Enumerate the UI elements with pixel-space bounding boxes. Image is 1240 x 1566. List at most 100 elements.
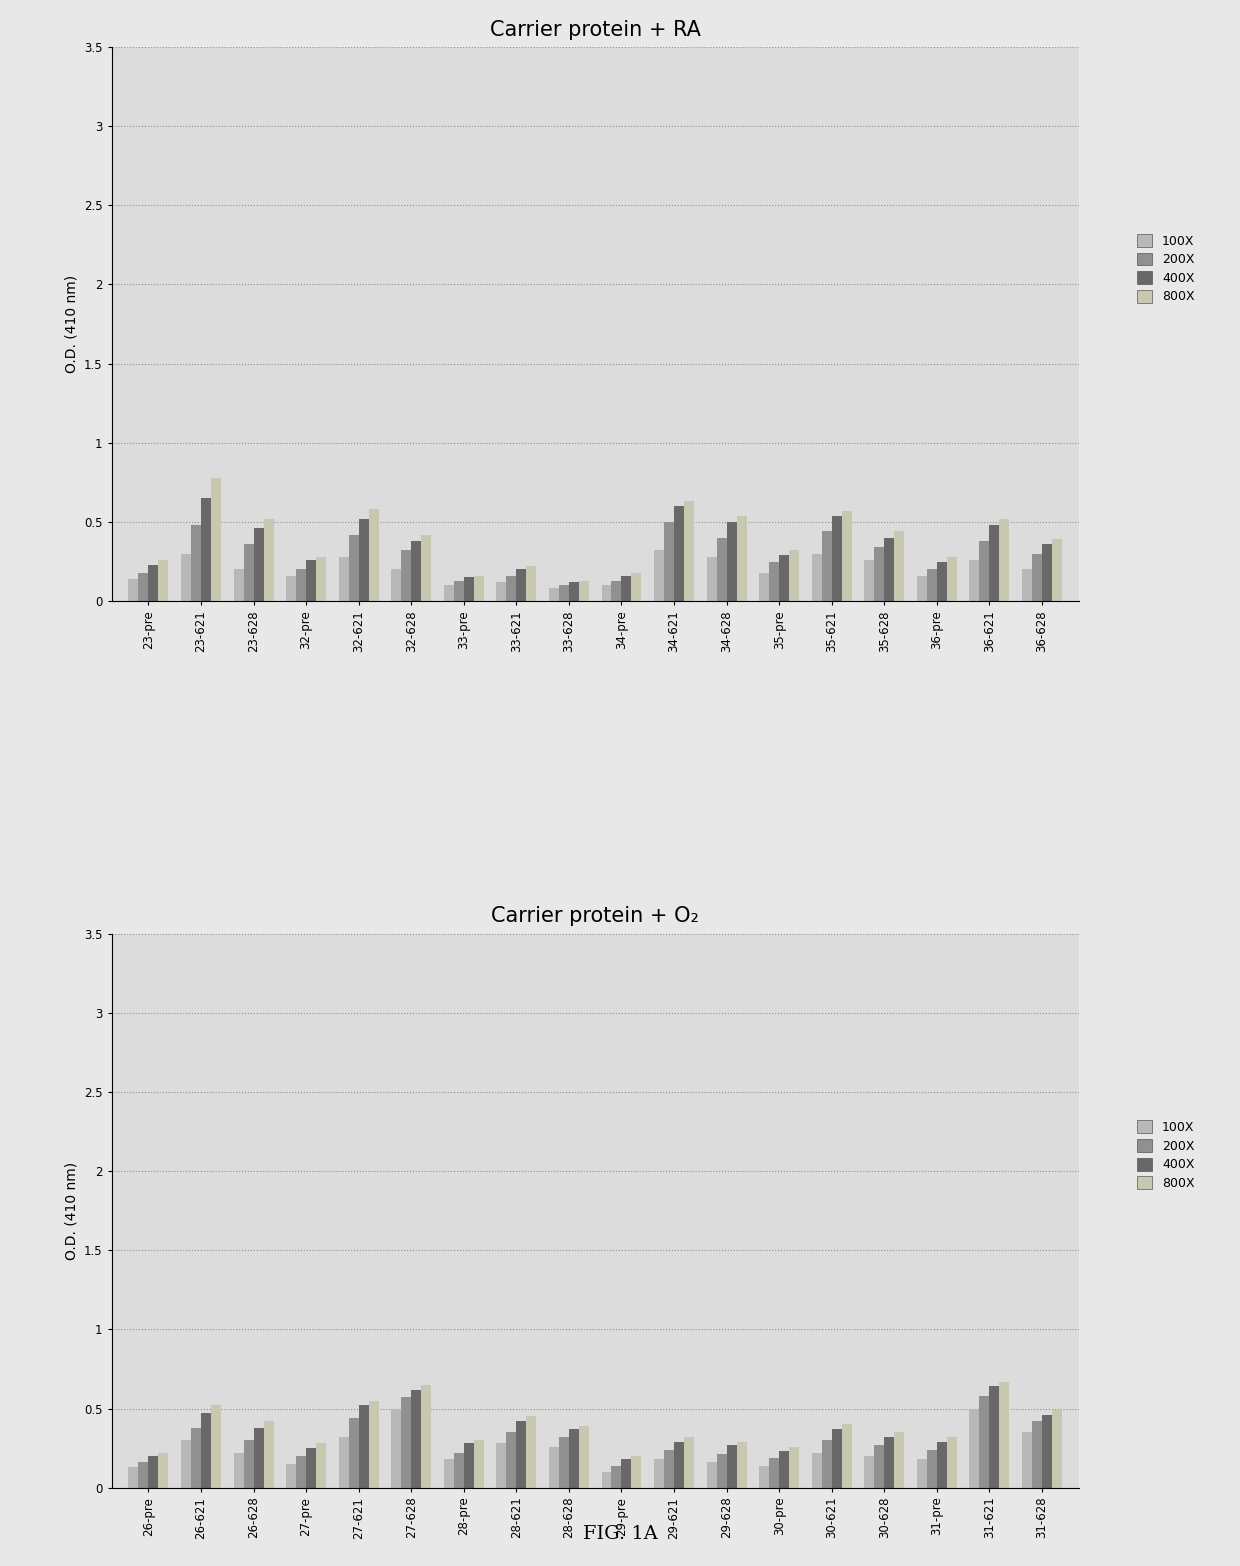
Bar (990, 1386, 999, 1488)
Bar (684, 1438, 694, 1488)
Bar (412, 1389, 422, 1488)
Bar (402, 550, 412, 601)
Bar (832, 1430, 842, 1488)
Bar (211, 1405, 221, 1488)
Bar (980, 540, 990, 601)
Bar (737, 1442, 746, 1488)
Bar (769, 562, 779, 601)
Bar (454, 581, 464, 601)
Bar (348, 1419, 358, 1488)
Bar (549, 1447, 559, 1488)
Bar (464, 1444, 474, 1488)
Bar (707, 557, 717, 601)
Bar (286, 576, 296, 601)
Y-axis label: O.D. (410 nm): O.D. (410 nm) (64, 276, 78, 373)
Bar (316, 1444, 326, 1488)
Bar (358, 518, 368, 601)
Bar (559, 586, 569, 601)
Bar (665, 1450, 675, 1488)
Bar (149, 1456, 159, 1488)
Bar (789, 1447, 799, 1488)
Bar (759, 573, 769, 601)
Bar (444, 586, 454, 601)
Bar (1042, 1414, 1052, 1488)
Bar (139, 1463, 149, 1488)
Bar (631, 1456, 641, 1488)
Bar (1022, 570, 1032, 601)
Bar (990, 525, 999, 601)
Title: Carrier protein + RA: Carrier protein + RA (490, 20, 701, 39)
Bar (874, 1445, 884, 1488)
Bar (139, 573, 149, 601)
Bar (937, 562, 947, 601)
Bar (894, 1433, 904, 1488)
Bar (506, 576, 516, 601)
Bar (769, 1458, 779, 1488)
Bar (812, 554, 822, 601)
Bar (526, 1417, 537, 1488)
Bar (864, 1456, 874, 1488)
Bar (339, 557, 348, 601)
Bar (601, 586, 611, 601)
Bar (181, 554, 191, 601)
Bar (727, 1445, 737, 1488)
Bar (181, 1441, 191, 1488)
Bar (822, 1441, 832, 1488)
Bar (159, 1453, 169, 1488)
Bar (474, 576, 484, 601)
Bar (496, 583, 506, 601)
Bar (707, 1463, 717, 1488)
Bar (684, 501, 694, 601)
Bar (947, 1438, 957, 1488)
Bar (243, 543, 253, 601)
Bar (970, 1408, 980, 1488)
Bar (296, 570, 306, 601)
Bar (412, 540, 422, 601)
Bar (999, 1381, 1009, 1488)
Bar (675, 506, 684, 601)
Bar (243, 1441, 253, 1488)
Bar (358, 1405, 368, 1488)
Bar (422, 1384, 432, 1488)
Bar (1052, 539, 1061, 601)
Bar (579, 1427, 589, 1488)
Bar (894, 531, 904, 601)
Bar (884, 1438, 894, 1488)
Bar (368, 509, 378, 601)
Bar (474, 1441, 484, 1488)
Bar (253, 528, 264, 601)
Bar (884, 537, 894, 601)
Bar (422, 534, 432, 601)
Bar (916, 1460, 926, 1488)
Bar (579, 581, 589, 601)
Bar (233, 570, 243, 601)
Bar (675, 1442, 684, 1488)
Bar (874, 547, 884, 601)
Bar (779, 1452, 789, 1488)
Bar (201, 1413, 211, 1488)
Bar (516, 570, 526, 601)
Bar (621, 1460, 631, 1488)
Bar (526, 567, 537, 601)
Bar (201, 498, 211, 601)
Bar (1032, 1422, 1042, 1488)
Bar (717, 537, 727, 601)
Bar (601, 1472, 611, 1488)
Bar (779, 556, 789, 601)
Bar (368, 1400, 378, 1488)
Bar (916, 576, 926, 601)
Bar (737, 515, 746, 601)
Bar (253, 1428, 264, 1488)
Bar (832, 515, 842, 601)
Text: FIG. 1A: FIG. 1A (583, 1525, 657, 1543)
Bar (980, 1395, 990, 1488)
Bar (444, 1460, 454, 1488)
Bar (159, 561, 169, 601)
Bar (306, 1449, 316, 1488)
Bar (842, 1425, 852, 1488)
Bar (947, 557, 957, 601)
Bar (864, 561, 874, 601)
Bar (822, 531, 832, 601)
Bar (296, 1456, 306, 1488)
Bar (392, 1408, 402, 1488)
